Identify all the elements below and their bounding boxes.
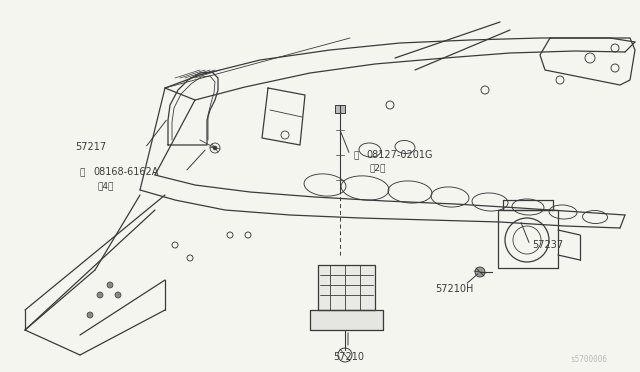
Circle shape (87, 312, 93, 318)
Text: Ⓑ: Ⓑ (353, 151, 358, 160)
Text: 〈2〉: 〈2〉 (370, 163, 387, 172)
Polygon shape (310, 310, 383, 330)
Circle shape (97, 292, 103, 298)
Circle shape (107, 282, 113, 288)
Text: Ⓑ: Ⓑ (80, 168, 85, 177)
Text: s5700006: s5700006 (570, 355, 607, 364)
Circle shape (475, 267, 485, 277)
Text: 57210: 57210 (333, 352, 364, 362)
Circle shape (115, 292, 121, 298)
Circle shape (213, 146, 217, 150)
Text: 〈4〉: 〈4〉 (97, 181, 113, 190)
Text: 57210H: 57210H (435, 284, 474, 294)
Text: 08127-0201G: 08127-0201G (366, 150, 433, 160)
Text: 57217: 57217 (75, 142, 106, 152)
Polygon shape (318, 265, 375, 310)
Text: 08168-6162A: 08168-6162A (93, 167, 158, 177)
Text: 57237: 57237 (532, 240, 563, 250)
Polygon shape (335, 105, 345, 113)
